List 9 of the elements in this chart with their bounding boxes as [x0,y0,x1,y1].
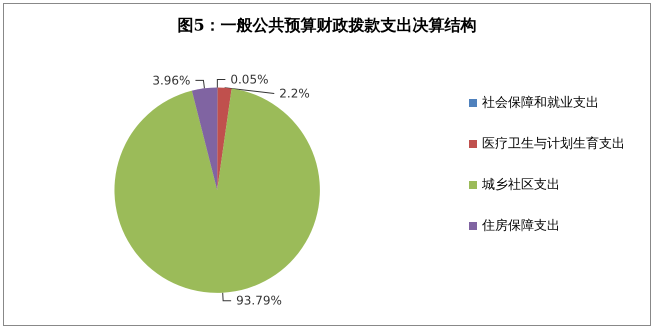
data-label: 93.79% [236,294,282,308]
legend-label: 社会保障和就业支出 [482,96,599,110]
legend-label: 城乡社区支出 [481,178,560,192]
legend-label: 医疗卫生与计划生育支出 [482,136,625,152]
data-label: 0.05% [230,72,268,86]
data-label: 3.96% [152,73,190,88]
data-label: 2.2% [279,86,310,100]
chart-title: 图5：一般公共预算财政拨款支出决算结构 [177,16,477,34]
legend-label: 住房保障支出 [481,218,560,234]
